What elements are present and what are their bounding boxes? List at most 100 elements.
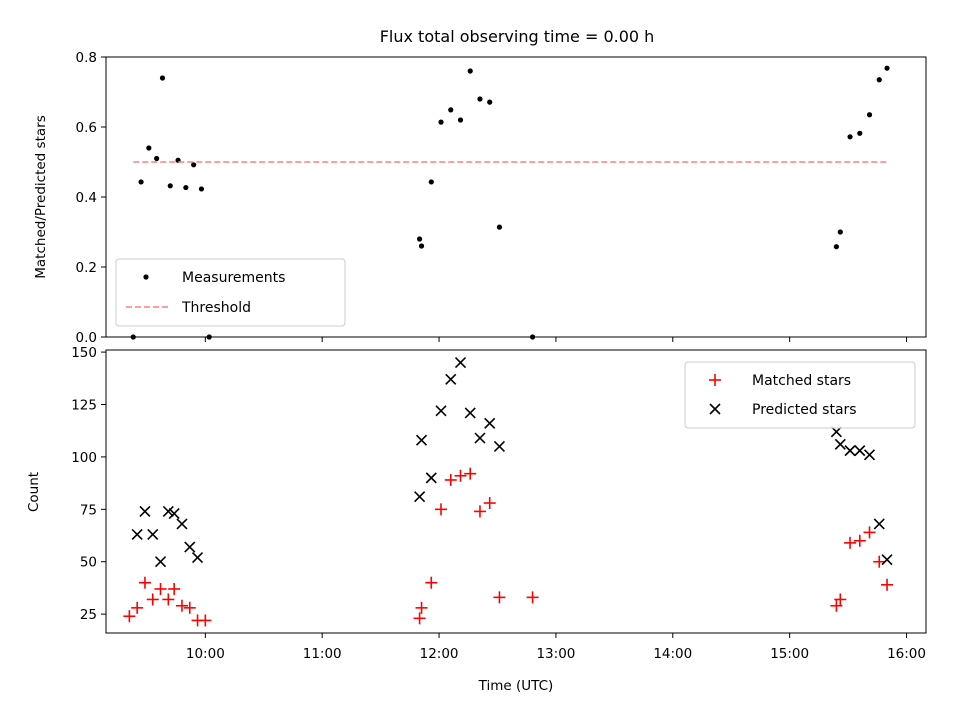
matched-point <box>844 536 857 549</box>
matched-point <box>175 599 188 612</box>
top-panel: Matched/Predicted stars 0.00.20.40.60.8 … <box>33 50 927 346</box>
y-tick-label: 100 <box>71 450 97 466</box>
measurement-point <box>418 243 425 249</box>
matched-point <box>168 582 181 595</box>
measurement-point <box>847 134 853 140</box>
y-tick-label: 25 <box>80 607 97 623</box>
bottom-xlabel: Time (UTC) <box>478 678 554 694</box>
measurement-point <box>428 179 434 185</box>
matched-point <box>162 593 175 606</box>
predicted-point <box>854 445 866 457</box>
measurement-point <box>159 75 166 81</box>
x-tick-label: 16:00 <box>887 646 926 662</box>
predicted-point <box>484 417 496 429</box>
x-tick-label: 10:00 <box>186 646 225 662</box>
top-x-ticks <box>204 337 908 342</box>
measurement-point <box>457 117 464 123</box>
predicted-point <box>139 505 151 517</box>
measurement-point <box>487 99 493 105</box>
matched-point <box>154 582 167 595</box>
x-tick-label: 15:00 <box>770 646 809 662</box>
legend-measurements-marker <box>143 274 149 280</box>
bottom-legend-box <box>684 361 916 429</box>
measurement-point <box>138 179 144 185</box>
matched-point <box>483 497 496 510</box>
legend-matched-label: Matched stars <box>752 373 851 389</box>
legend-threshold-label: Threshold <box>181 300 251 316</box>
y-tick-label: 150 <box>71 345 97 361</box>
chart-title: Flux total observing time = 0.00 h <box>380 27 655 46</box>
matched-point <box>138 576 151 589</box>
legend-predicted-marker <box>709 403 721 415</box>
x-tick-label: 13:00 <box>536 646 575 662</box>
y-tick-label: 0.8 <box>76 50 97 66</box>
measurement-point <box>198 186 205 192</box>
predicted-point <box>168 507 180 520</box>
predicted-point <box>184 541 196 553</box>
bottom-legend: Matched stars Predicted stars <box>684 361 916 429</box>
y-tick-label: 50 <box>80 555 97 571</box>
predicted-point <box>834 438 846 450</box>
matched-point <box>881 578 894 591</box>
y-tick-label: 0.2 <box>76 260 97 276</box>
measurement-point <box>866 112 873 118</box>
top-y-ticks: 0.0 0.2 0.4 0.6 0.8 <box>76 50 106 346</box>
y-tick-label: 0.0 <box>76 330 97 346</box>
measurement-point <box>884 65 890 71</box>
matched-point <box>454 469 467 482</box>
y-tick-label: 125 <box>71 398 97 414</box>
matched-point <box>830 599 843 612</box>
predicted-point <box>844 445 856 457</box>
matched-point <box>444 473 457 486</box>
measurement-point <box>191 162 197 168</box>
top-frame <box>105 56 927 338</box>
bottom-panel: Count Time (UTC) 25 50 75 100 125 150 10:00 11… <box>26 345 927 694</box>
measurement-point <box>496 224 503 230</box>
predicted-point <box>493 440 506 452</box>
matched-point <box>435 503 448 516</box>
measurement-point <box>183 184 189 191</box>
predicted-point <box>191 551 204 564</box>
legend-predicted-label: Predicted stars <box>752 402 857 418</box>
matched-point <box>146 593 159 606</box>
predicted-point <box>445 373 457 385</box>
measurement-point <box>438 119 444 125</box>
predicted-point <box>425 472 437 484</box>
top-legend: Measurements Threshold <box>115 258 346 327</box>
bottom-ylabel: Count <box>26 472 42 512</box>
predicted-point <box>435 405 447 417</box>
top-plot-area <box>130 65 890 340</box>
legend-matched-marker <box>709 374 721 386</box>
predicted-point <box>154 556 167 568</box>
series-matched-stars <box>123 467 894 627</box>
x-tick-label: 14:00 <box>653 646 692 662</box>
measurement-point <box>146 145 152 151</box>
bottom-y-ticks: 25 50 75 100 125 150 <box>71 345 106 623</box>
x-tick-label: 11:00 <box>303 646 342 662</box>
y-tick-label: 0.4 <box>76 190 97 206</box>
predicted-point <box>873 518 885 530</box>
y-tick-label: 0.6 <box>76 120 97 136</box>
matched-point <box>853 534 866 547</box>
matched-point <box>425 576 438 589</box>
matched-point <box>131 601 144 614</box>
matched-point <box>123 610 136 623</box>
measurement-point <box>167 183 173 189</box>
predicted-point <box>415 434 428 446</box>
predicted-point <box>863 449 876 461</box>
matched-point <box>413 612 426 625</box>
predicted-point <box>147 528 159 541</box>
measurement-point <box>467 68 473 74</box>
matched-point <box>863 526 876 539</box>
series-predicted-stars <box>131 357 893 568</box>
bottom-x-ticks: 10:00 11:00 12:00 13:00 14:00 15:00 16:00 <box>186 633 926 662</box>
predicted-point <box>131 528 143 541</box>
y-tick-label: 75 <box>80 502 97 518</box>
measurement-point <box>857 130 863 136</box>
top-ylabel: Matched/Predicted stars <box>33 115 49 278</box>
matched-point <box>493 591 506 604</box>
legend-measurements-label: Measurements <box>182 270 285 286</box>
measurement-point <box>154 155 160 162</box>
matched-point <box>415 601 428 614</box>
matched-point <box>834 593 847 606</box>
